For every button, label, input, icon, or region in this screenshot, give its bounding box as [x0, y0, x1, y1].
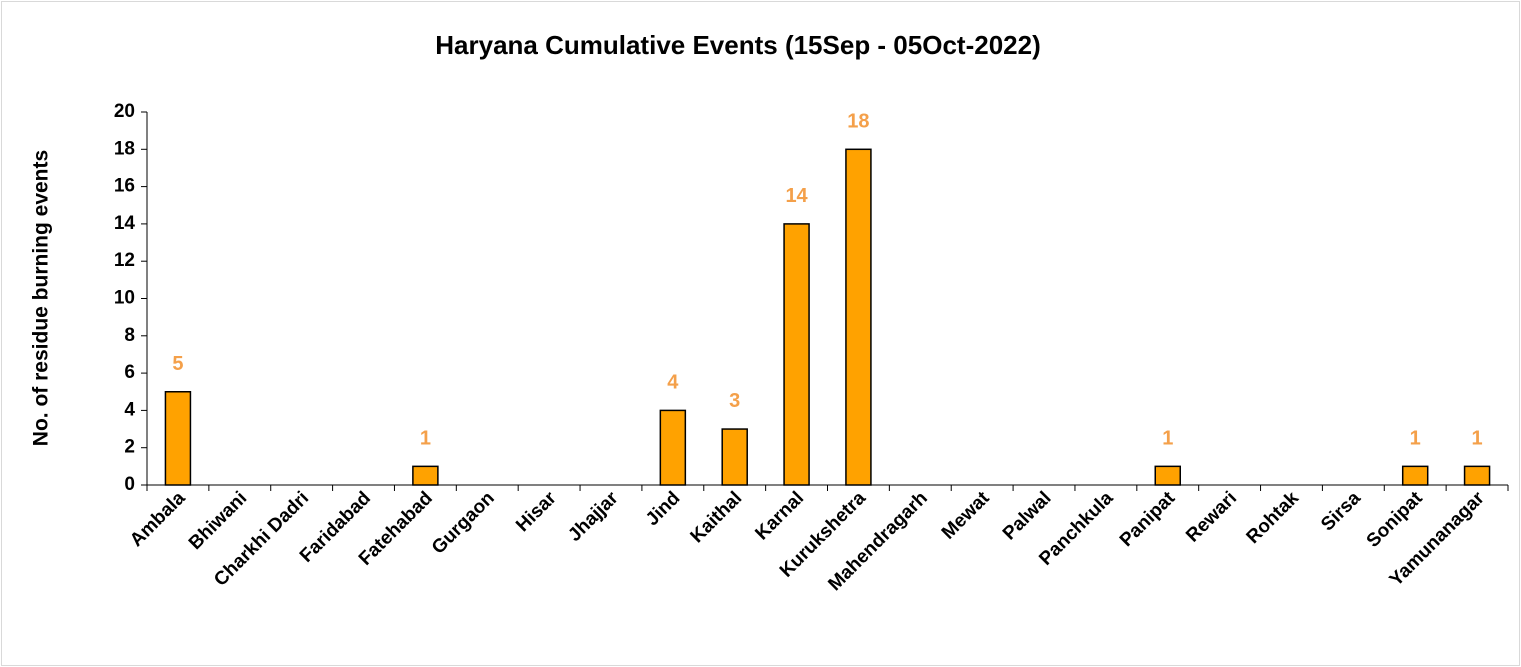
- bar: [783, 223, 810, 486]
- y-tick-label: 6: [124, 362, 135, 383]
- y-tick-label: 0: [124, 474, 135, 495]
- bar: [845, 148, 872, 486]
- bar: [1463, 465, 1491, 486]
- y-tick-label: 20: [114, 101, 135, 122]
- data-label: 18: [847, 110, 869, 132]
- bar: [1154, 465, 1181, 486]
- chart-title: Haryana Cumulative Events (15Sep - 05Oct…: [435, 30, 1040, 60]
- y-tick-label: 12: [114, 250, 135, 271]
- y-tick-label: 2: [124, 437, 135, 458]
- y-tick-label: 4: [124, 399, 135, 420]
- bar: [164, 391, 192, 486]
- data-label: 3: [729, 390, 740, 412]
- data-label: 1: [1410, 427, 1421, 449]
- bar: [1401, 465, 1429, 486]
- y-tick-label: 10: [114, 288, 135, 309]
- bar: [412, 465, 439, 486]
- bar: [659, 409, 687, 486]
- data-label: 14: [785, 185, 808, 207]
- y-tick-label: 8: [124, 325, 135, 346]
- data-label: 1: [1472, 427, 1483, 449]
- y-tick-label: 18: [114, 138, 135, 159]
- data-label: 1: [1162, 427, 1173, 449]
- y-axis-label: No. of residue burning events: [30, 150, 53, 446]
- y-tick-label: 16: [114, 176, 135, 197]
- data-label: 4: [667, 371, 679, 393]
- y-tick-label: 14: [114, 213, 136, 234]
- bar: [721, 428, 748, 486]
- data-label: 5: [172, 353, 183, 375]
- data-label: 1: [420, 427, 431, 449]
